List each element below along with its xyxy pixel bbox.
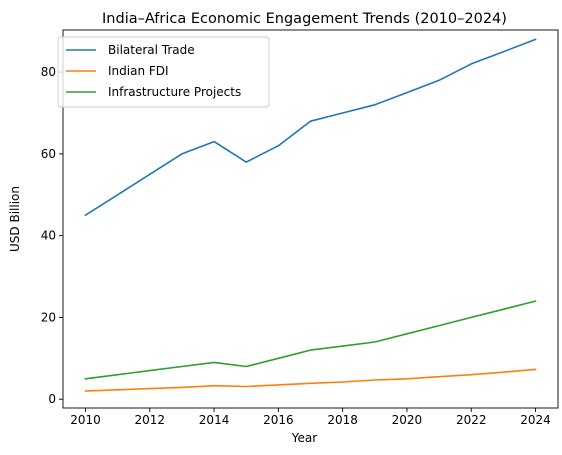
legend-label-indian-fdi: Indian FDI <box>108 64 169 78</box>
y-tick-label: 20 <box>41 310 56 324</box>
series-line-infrastructure-projects <box>84 300 537 380</box>
y-tick-label: 80 <box>41 65 56 79</box>
plot-frame <box>62 29 559 409</box>
legend-box <box>57 36 270 108</box>
y-axis-label: USD Billion <box>8 186 22 252</box>
x-tick-label: 2018 <box>327 413 358 427</box>
series-line-bilateral-trade <box>84 38 537 217</box>
x-tick-label: 2020 <box>392 413 423 427</box>
chart-title: India–Africa Economic Engagement Trends … <box>102 11 507 27</box>
x-axis-label: Year <box>291 431 317 445</box>
y-tick-label: 0 <box>48 392 56 406</box>
y-axis-ticks: 0 20 40 60 80 <box>41 65 63 406</box>
x-tick-label: 2014 <box>199 413 230 427</box>
legend: Bilateral Trade Indian FDI Infrastructure … <box>57 36 270 108</box>
x-tick-label: 2016 <box>263 413 294 427</box>
series-line-indian-fdi <box>84 368 537 392</box>
y-tick-label: 60 <box>41 147 56 161</box>
x-tick-label: 2024 <box>520 413 551 427</box>
plot-lines <box>84 38 537 392</box>
legend-label-infrastructure-projects: Infrastructure Projects <box>108 85 241 99</box>
x-axis-ticks: 2010 2012 2014 2016 2018 2020 2022 2024 <box>70 408 551 427</box>
x-tick-label: 2010 <box>70 413 101 427</box>
x-tick-label: 2012 <box>135 413 166 427</box>
x-tick-label: 2022 <box>456 413 487 427</box>
legend-label-bilateral-trade: Bilateral Trade <box>108 43 195 57</box>
y-tick-label: 40 <box>41 229 56 243</box>
